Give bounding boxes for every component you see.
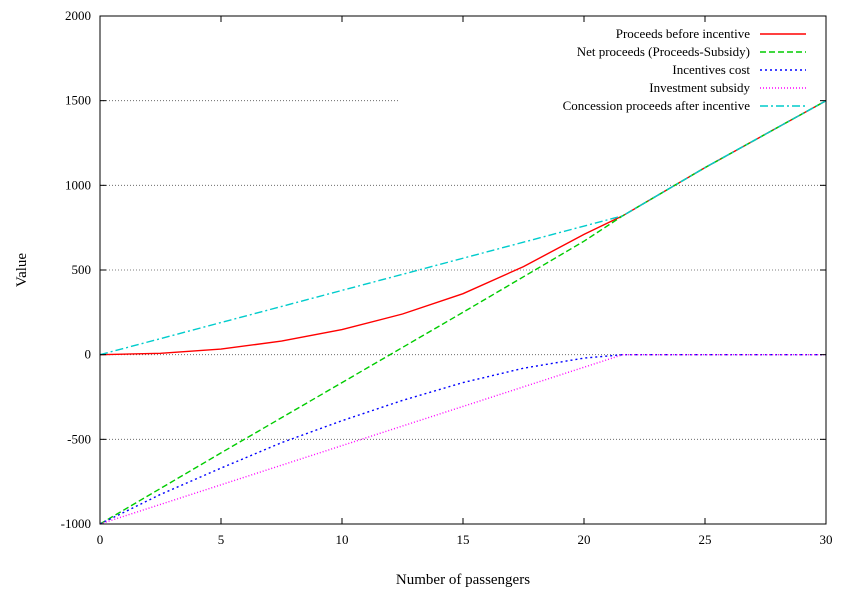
x-tick-label: 30 bbox=[820, 532, 833, 547]
series-line-1 bbox=[99, 100, 827, 356]
y-tick-label: 1500 bbox=[65, 93, 91, 108]
series-line-5 bbox=[99, 100, 827, 356]
legend-label: Concession proceeds after incentive bbox=[563, 98, 751, 113]
x-tick-label: 5 bbox=[218, 532, 225, 547]
x-tick-labels: 0 5 10 15 20 25 30 bbox=[97, 532, 833, 547]
series-lines bbox=[99, 100, 827, 525]
y-tick-label: -500 bbox=[67, 431, 91, 446]
y-tick-label: 500 bbox=[72, 262, 92, 277]
x-tick-label: 25 bbox=[699, 532, 712, 547]
y-tick-label: 2000 bbox=[65, 8, 91, 23]
legend-label: Investment subsidy bbox=[649, 80, 750, 95]
y-tick-label: -1000 bbox=[61, 516, 91, 531]
legend-label: Proceeds before incentive bbox=[616, 26, 751, 41]
legend: Proceeds before incentive Net proceeds (P… bbox=[563, 26, 806, 113]
x-tick-label: 15 bbox=[457, 532, 470, 547]
x-tick-label: 20 bbox=[578, 532, 591, 547]
y-tick-label: 1000 bbox=[65, 177, 91, 192]
legend-label: Net proceeds (Proceeds-Subsidy) bbox=[577, 44, 750, 59]
axis-ticks bbox=[99, 15, 827, 525]
x-tick-label: 0 bbox=[97, 532, 104, 547]
x-axis-label: Number of passengers bbox=[396, 572, 530, 588]
grid-lines bbox=[100, 100, 826, 440]
x-tick-label: 10 bbox=[336, 532, 349, 547]
y-tick-label: 0 bbox=[85, 347, 92, 362]
y-axis-label: Value bbox=[14, 253, 30, 287]
legend-label: Incentives cost bbox=[672, 62, 750, 77]
series-line-3 bbox=[99, 354, 826, 525]
series-line-2 bbox=[99, 100, 827, 525]
y-tick-labels: -1000 -500 0 500 1000 1500 2000 bbox=[61, 8, 91, 531]
